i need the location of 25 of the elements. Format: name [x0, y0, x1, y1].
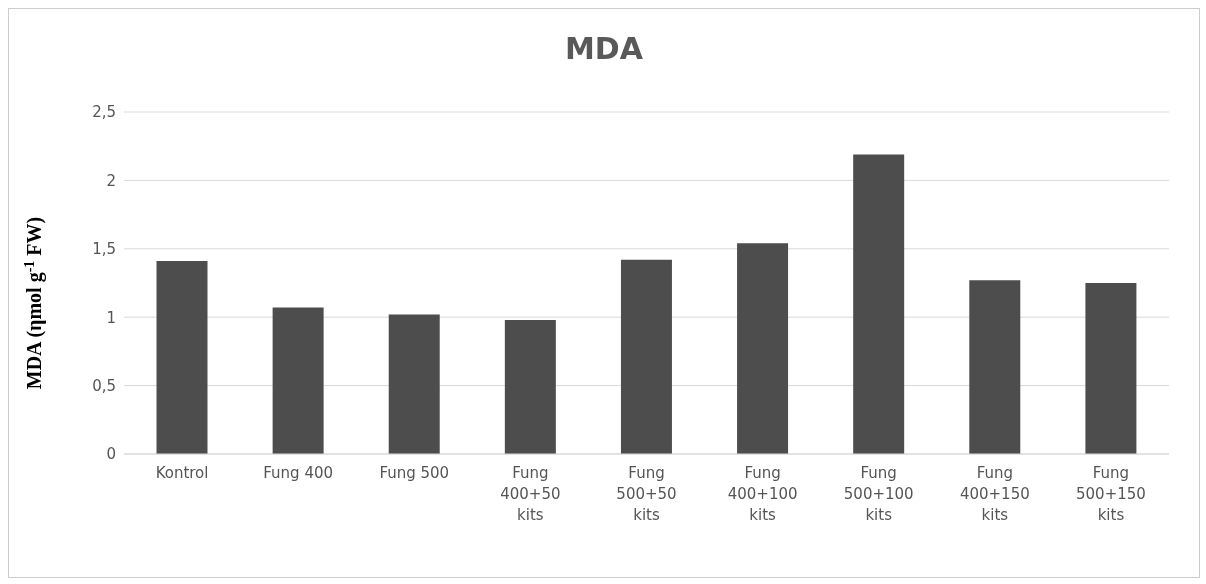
x-tick-label: Fung 400+150 kits: [959, 464, 1030, 524]
x-tick-label: Fung 500+100 kits: [843, 464, 914, 524]
bar: [504, 319, 556, 454]
y-tick-label: 1,5: [92, 240, 116, 259]
bar: [156, 261, 208, 454]
y-tick-label: 0,5: [92, 376, 116, 395]
y-tick-label: 2,5: [92, 103, 116, 122]
chart-title: MDA: [564, 31, 644, 66]
y-tick-label: 1: [106, 308, 116, 327]
x-tick-label: Fung 500+50 kits: [616, 464, 677, 524]
y-tick-label: 0: [106, 445, 116, 464]
x-tick-label: Kontrol: [155, 464, 209, 482]
bar: [1085, 283, 1137, 454]
x-tick-label: Fung 500: [379, 464, 450, 482]
y-tick-label: 2: [106, 171, 116, 190]
bar: [388, 314, 440, 454]
bar: [737, 243, 789, 454]
x-tick-label: Fung 400+50 kits: [500, 464, 561, 524]
x-tick-label: Fung 500+150 kits: [1076, 464, 1146, 524]
bar: [272, 307, 324, 454]
x-tick-label: Fung 400: [263, 464, 334, 482]
bar: [620, 259, 672, 454]
x-tick-label: Fung 400+100 kits: [727, 464, 798, 524]
bar: [969, 280, 1021, 454]
bar: [853, 154, 905, 454]
